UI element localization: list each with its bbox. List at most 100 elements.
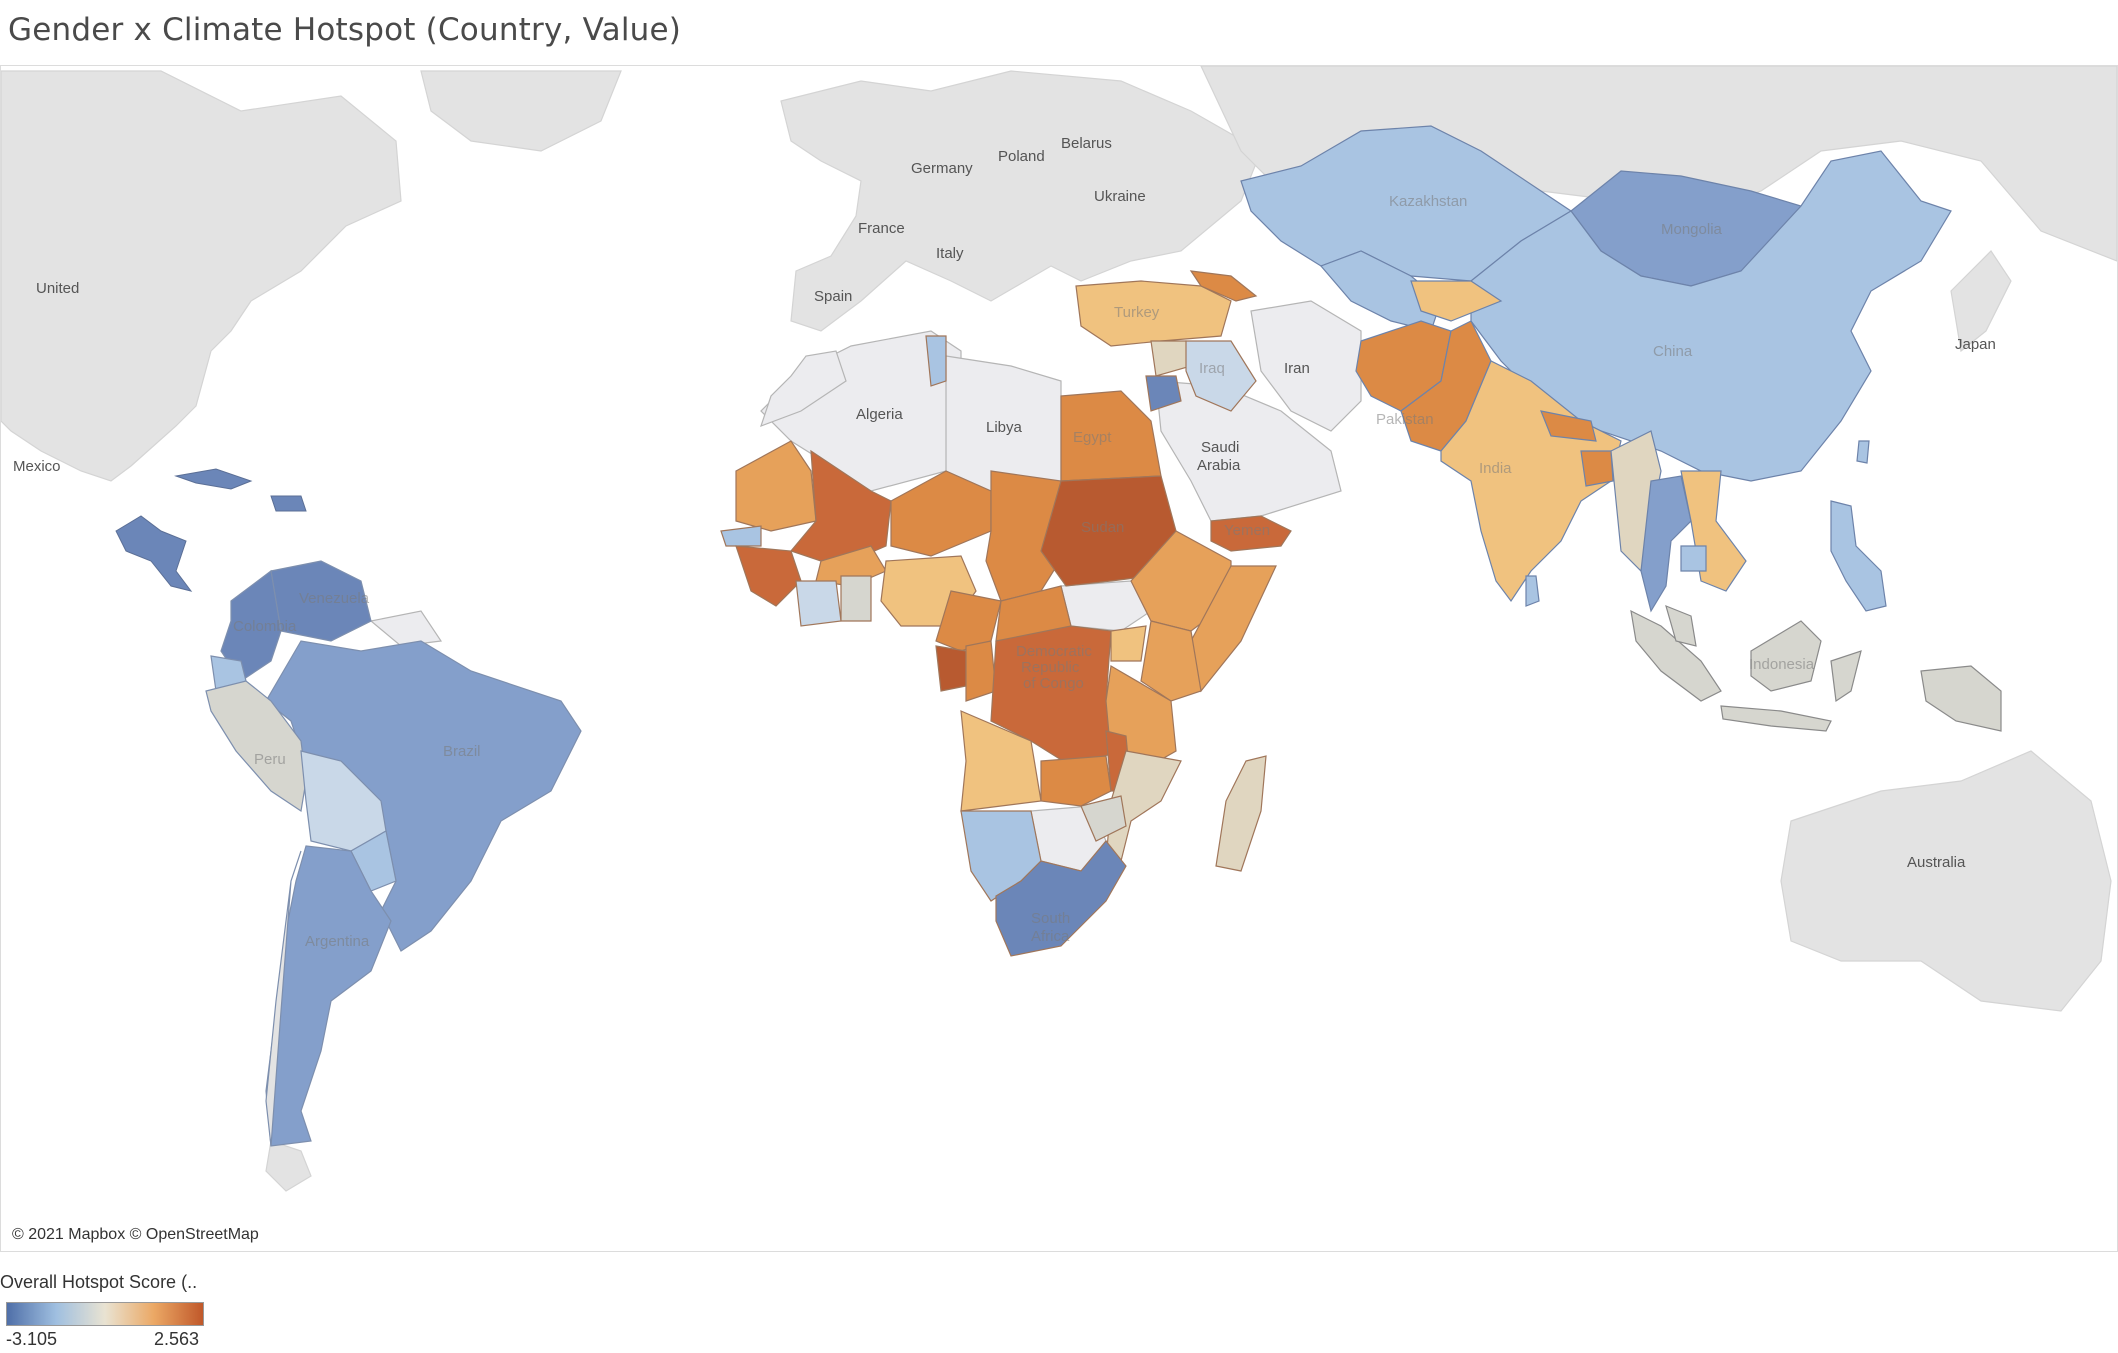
label-japan: Japan	[1955, 336, 1996, 353]
country-philippines[interactable]	[1830, 500, 1887, 612]
country-colombia[interactable]	[220, 569, 282, 682]
country-ghana-togo[interactable]	[840, 575, 872, 622]
country-iraq[interactable]	[1185, 340, 1257, 412]
label-brazil: Brazil	[443, 743, 481, 760]
label-peru: Peru	[254, 751, 286, 768]
country-sri-lanka[interactable]	[1525, 575, 1540, 607]
country-saudi-arabia[interactable]	[1155, 380, 1342, 522]
middle-east	[1075, 270, 1292, 552]
label-indonesia: Indonesia	[1749, 656, 1815, 673]
label-egypt: Egypt	[1073, 429, 1112, 446]
label-venezuela: Venezuela	[299, 590, 370, 607]
europe-landmass	[780, 70, 1262, 332]
southeast-asia-islands	[1630, 604, 2002, 732]
country-uganda[interactable]	[1110, 625, 1147, 662]
country-indonesia-sulawesi[interactable]	[1830, 650, 1862, 703]
country-syria[interactable]	[1150, 340, 1192, 377]
label-algeria: Algeria	[856, 406, 903, 423]
japan-landmass	[1950, 250, 2012, 353]
country-indonesia-java[interactable]	[1720, 705, 1832, 732]
country-chile-strip[interactable]	[265, 850, 302, 1147]
label-iraq: Iraq	[1199, 360, 1225, 377]
label-argentina: Argentina	[305, 933, 370, 950]
chart-title: Gender x Climate Hotspot (Country, Value…	[8, 12, 682, 48]
label-drc: Democratic Republic of Congo	[1016, 643, 1092, 692]
country-zambia[interactable]	[1040, 755, 1112, 807]
label-india: India	[1479, 460, 1512, 477]
country-indonesia-sumatra[interactable]	[1630, 609, 1722, 702]
neutral-countries	[369, 300, 1362, 872]
australia-landmass	[1780, 750, 2112, 1012]
label-sudan: Sudan	[1081, 519, 1124, 536]
greenland-landmass	[420, 70, 622, 152]
legend-min-value: -3.105	[6, 1329, 58, 1349]
label-australia: Australia	[1907, 854, 1966, 871]
label-poland: Poland	[998, 148, 1045, 165]
country-yemen[interactable]	[1210, 515, 1292, 552]
label-united-states: United	[36, 280, 79, 297]
label-libya: Libya	[986, 419, 1023, 436]
country-tunisia[interactable]	[925, 335, 947, 387]
country-bangladesh[interactable]	[1580, 450, 1614, 487]
country-madagascar[interactable]	[1215, 755, 1267, 872]
country-cambodia[interactable]	[1680, 545, 1707, 572]
country-senegal[interactable]	[720, 525, 762, 547]
country-thailand[interactable]	[1640, 475, 1692, 613]
country-guyana[interactable]	[369, 610, 443, 647]
map-view[interactable]: United Mexico Spain France Germany Polan…	[0, 65, 2118, 1252]
label-turkey: Turkey	[1114, 304, 1160, 321]
country-malaysia[interactable]	[1665, 604, 1697, 647]
country-niger[interactable]	[890, 470, 992, 557]
central-america	[115, 468, 307, 592]
country-taiwan[interactable]	[1856, 440, 1870, 464]
legend-max-value: 2.563	[154, 1329, 200, 1349]
country-jordan[interactable]	[1145, 375, 1182, 412]
country-zimbabwe[interactable]	[1080, 795, 1127, 842]
label-colombia: Colombia	[233, 618, 297, 635]
country-kenya[interactable]	[1140, 620, 1202, 702]
country-congo[interactable]	[965, 640, 997, 702]
label-pakistan: Pakistan	[1376, 411, 1434, 428]
color-legend: Overall Hotspot Score (.. -3.105 2.563	[0, 1272, 204, 1349]
country-guinea-group[interactable]	[735, 545, 802, 607]
country-iran[interactable]	[1250, 300, 1362, 432]
basemap-land	[1, 66, 2117, 1192]
map-attribution[interactable]: © 2021 Mapbox © OpenStreetMap	[12, 1226, 259, 1243]
label-china: China	[1653, 343, 1693, 360]
country-south-africa[interactable]	[995, 840, 1127, 957]
label-ukraine: Ukraine	[1094, 188, 1146, 205]
africa	[720, 335, 1277, 957]
country-laos-vietnam[interactable]	[1680, 470, 1747, 592]
country-cuba[interactable]	[174, 468, 253, 490]
label-south-africa: South Africa	[1031, 910, 1070, 945]
country-hispaniola[interactable]	[270, 495, 307, 512]
north-america-landmass	[1, 70, 402, 482]
world-map-svg[interactable]: United Mexico Spain France Germany Polan…	[1, 66, 2117, 1251]
legend-gradient-bar	[6, 1302, 204, 1326]
label-belarus: Belarus	[1061, 135, 1112, 152]
country-morocco[interactable]	[760, 350, 847, 428]
country-gabon[interactable]	[935, 645, 967, 692]
label-kazakhstan: Kazakhstan	[1389, 193, 1467, 210]
country-mauritania[interactable]	[735, 440, 817, 532]
country-nepal[interactable]	[1540, 410, 1597, 442]
country-peru[interactable]	[205, 680, 307, 813]
country-sudan[interactable]	[1040, 475, 1177, 587]
country-papua[interactable]	[1920, 665, 2002, 732]
country-angola[interactable]	[960, 710, 1042, 812]
country-indonesia-borneo[interactable]	[1750, 620, 1822, 692]
country-central-america[interactable]	[115, 515, 193, 592]
country-caucasus[interactable]	[1189, 270, 1258, 302]
country-egypt[interactable]	[1060, 390, 1162, 482]
tierra-del-fuego-landmass	[265, 1140, 312, 1192]
country-ivory-coast[interactable]	[795, 580, 842, 627]
country-turkey[interactable]	[1075, 280, 1232, 347]
country-somalia[interactable]	[1190, 565, 1277, 693]
map-labels: United Mexico Spain France Germany Polan…	[13, 135, 1996, 950]
label-mexico: Mexico	[13, 458, 61, 475]
label-yemen: Yemen	[1224, 522, 1270, 539]
label-saudi-arabia: Saudi Arabia	[1197, 439, 1241, 474]
country-tajik-kyrgyz[interactable]	[1410, 280, 1503, 322]
legend-title: Overall Hotspot Score (..	[0, 1272, 198, 1292]
label-iran: Iran	[1284, 360, 1310, 377]
